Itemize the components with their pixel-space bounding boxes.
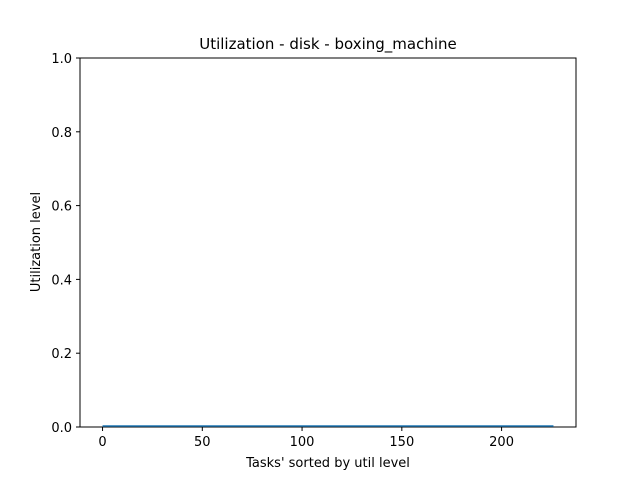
plot-area (79, 57, 577, 428)
x-tick-label: 200 (489, 435, 514, 450)
x-axis-label: Tasks' sorted by util level (245, 456, 410, 471)
y-tick-label: 1.0 (51, 52, 72, 67)
y-tick-label: 0.0 (51, 421, 72, 436)
y-tick-label: 0.8 (51, 126, 72, 141)
y-tick-label: 0.2 (51, 347, 72, 362)
x-tick-label: 100 (290, 435, 315, 450)
y-axis-label: Utilization level (29, 192, 44, 292)
x-tick-label: 50 (194, 435, 211, 450)
y-axis: 0.0 0.2 0.4 0.6 0.8 1.0 (51, 52, 80, 436)
chart-title: Utilization - disk - boxing_machine (199, 35, 457, 54)
y-tick-label: 0.4 (51, 273, 72, 288)
x-tick-label: 150 (389, 435, 414, 450)
plot-frame (79, 57, 577, 428)
y-tick-label: 0.6 (51, 200, 72, 215)
x-tick-label: 0 (98, 435, 106, 450)
x-axis: 0 50 100 150 200 (98, 427, 514, 450)
